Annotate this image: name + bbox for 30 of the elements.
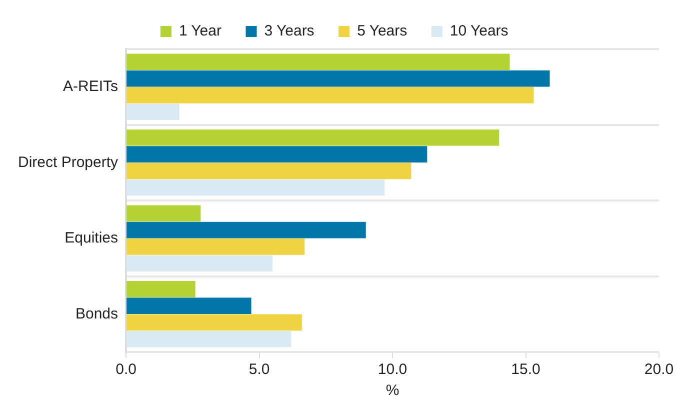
x-tick-label: 10.0 (378, 361, 408, 378)
bar (126, 255, 273, 272)
bar (126, 314, 302, 331)
y-tick-label: A-REITs (63, 78, 118, 96)
y-tick-label: Direct Property (18, 154, 119, 171)
x-tick-label: 0.0 (116, 361, 136, 378)
bar (126, 129, 500, 146)
bar (126, 298, 252, 314)
bar (126, 280, 196, 298)
legend-label: 3 Years (264, 22, 314, 40)
legend-label: 1 Year (178, 22, 222, 40)
bar (126, 179, 385, 196)
bar (126, 54, 510, 70)
y-tick-label: Bonds (75, 305, 118, 322)
bar (126, 87, 534, 104)
bar (126, 70, 550, 87)
bar (126, 238, 305, 255)
bar (126, 104, 180, 120)
bar (126, 162, 412, 180)
y-tick-label: Equities (64, 230, 118, 247)
bar (126, 146, 428, 162)
x-tick-label: 20.0 (644, 361, 674, 378)
legend-label: 10 Years (450, 22, 508, 40)
bar (126, 205, 201, 222)
bar (126, 330, 292, 348)
x-tick-label: 15.0 (511, 361, 540, 378)
x-axis-title: % (386, 382, 400, 400)
legend-label: 5 Years (357, 22, 408, 40)
x-tick-label: 5.0 (248, 361, 270, 378)
bar (126, 222, 366, 238)
